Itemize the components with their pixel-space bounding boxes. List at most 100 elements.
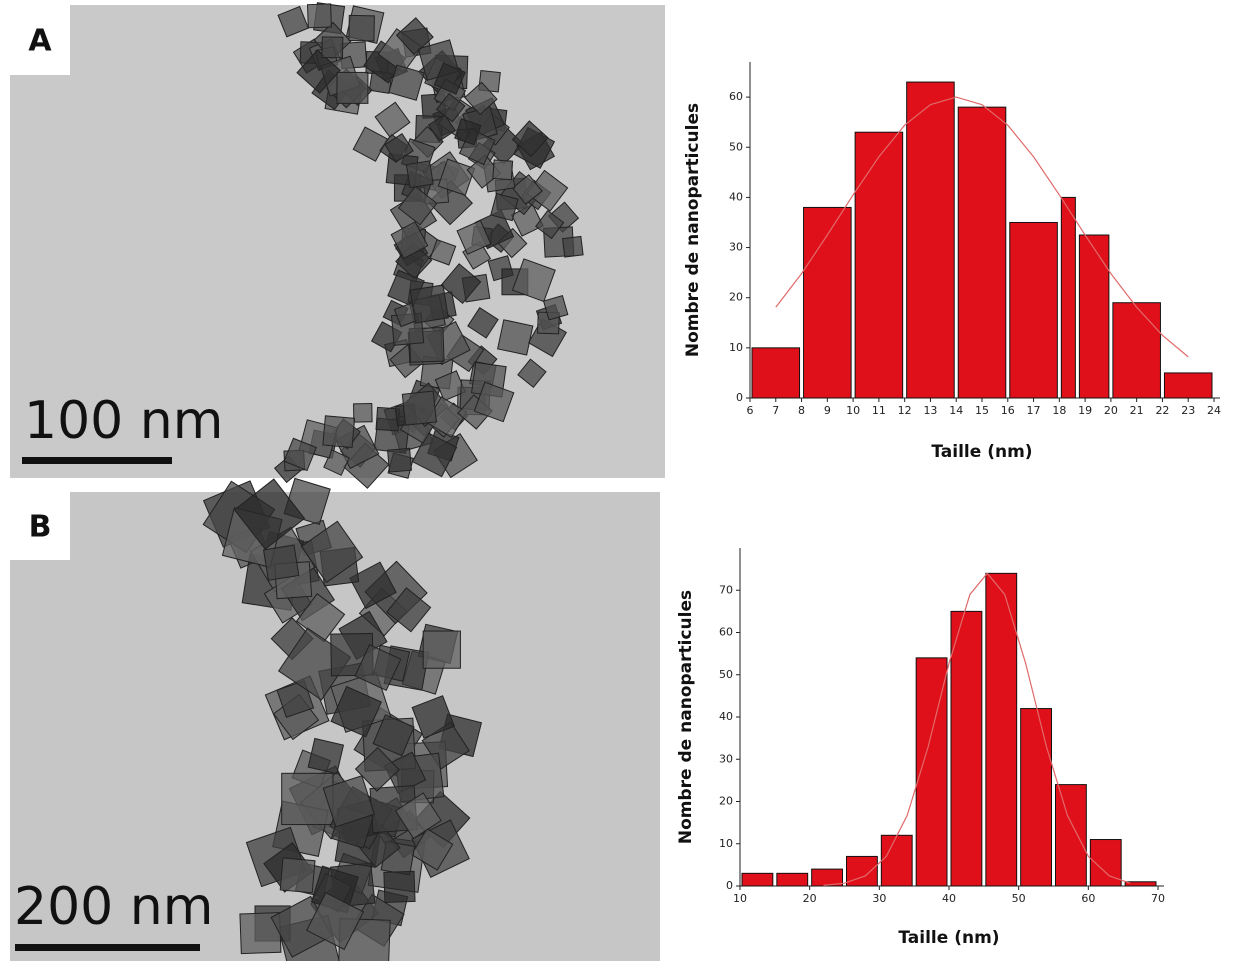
- particle: [322, 775, 375, 828]
- fit-curve: [823, 572, 1131, 886]
- x-tick-label: 10: [846, 404, 860, 417]
- particle: [354, 746, 400, 792]
- x-tick-label: 30: [872, 892, 886, 905]
- particle: [511, 258, 556, 303]
- y-tick-label: 10: [719, 837, 733, 850]
- particle: [466, 154, 501, 189]
- particle: [490, 192, 519, 222]
- particle: [429, 238, 457, 266]
- x-tick-label: 23: [1181, 404, 1195, 417]
- particle: [497, 319, 534, 356]
- particle: [383, 870, 416, 904]
- x-tick-label: 19: [1078, 404, 1092, 417]
- particle: [422, 630, 461, 669]
- particle: [467, 306, 499, 339]
- x-tick-label: 18: [1052, 404, 1066, 417]
- particle: [526, 169, 569, 212]
- y-tick-label: 50: [729, 140, 743, 153]
- x-tick-label: 21: [1130, 404, 1144, 417]
- y-tick-label: 30: [719, 752, 733, 765]
- y-tick-label: 0: [736, 391, 743, 404]
- y-tick-label: 30: [729, 241, 743, 254]
- particle: [384, 133, 414, 163]
- particle: [409, 284, 449, 324]
- particle: [348, 14, 375, 42]
- particle: [276, 680, 315, 718]
- bar: [1124, 881, 1157, 887]
- scale-bar-label: 200 nm: [14, 877, 213, 937]
- bar: [985, 572, 1018, 887]
- x-axis-label: Taille (nm): [931, 442, 1032, 462]
- particle: [427, 113, 456, 142]
- particle: [440, 263, 482, 305]
- particle: [542, 295, 569, 321]
- panel-label: A: [28, 24, 52, 59]
- particle: [349, 561, 397, 610]
- particle: [464, 81, 498, 116]
- particle: [353, 403, 373, 423]
- particle: [388, 64, 425, 101]
- x-tick-label: 70: [1151, 892, 1165, 905]
- x-tick-label: 16: [1001, 404, 1015, 417]
- particle: [394, 792, 442, 840]
- particle: [397, 185, 438, 226]
- x-tick-label: 6: [747, 404, 754, 417]
- x-tick-label: 14: [949, 404, 963, 417]
- particle: [300, 520, 364, 584]
- bar: [803, 206, 852, 399]
- particle: [511, 120, 549, 158]
- particle: [281, 772, 334, 826]
- particle: [307, 737, 345, 775]
- bar: [1163, 372, 1213, 399]
- particle: [435, 92, 466, 123]
- x-tick-label: 50: [1012, 892, 1026, 905]
- panel-label: B: [29, 510, 52, 545]
- x-tick-label: 22: [1155, 404, 1169, 417]
- bar: [854, 131, 904, 399]
- particle: [296, 49, 341, 94]
- particle: [437, 158, 476, 196]
- y-tick-label: 40: [719, 710, 733, 723]
- x-tick-label: 9: [824, 404, 831, 417]
- bar: [1020, 708, 1053, 887]
- x-axis-label: Taille (nm): [898, 928, 999, 948]
- y-tick-label: 10: [729, 341, 743, 354]
- x-tick-label: 20: [803, 892, 817, 905]
- particle: [561, 235, 584, 258]
- bar: [1112, 302, 1161, 399]
- bar: [846, 855, 878, 887]
- particle: [330, 685, 382, 738]
- x-tick-label: 20: [1104, 404, 1118, 417]
- particle: [411, 695, 455, 739]
- scale-bar: [22, 457, 172, 464]
- particles-a: [273, 2, 584, 489]
- bar: [811, 868, 844, 887]
- bar: [915, 657, 948, 887]
- particle: [306, 3, 332, 29]
- x-tick-label: 40: [942, 892, 956, 905]
- bar: [906, 81, 955, 399]
- particle: [387, 447, 413, 473]
- bar: [1078, 234, 1110, 399]
- bar: [880, 834, 913, 887]
- particle: [405, 160, 434, 189]
- bar: [1009, 221, 1058, 399]
- particle: [372, 714, 415, 757]
- particle: [473, 381, 515, 423]
- particle: [517, 358, 547, 389]
- y-tick-label: 20: [719, 795, 733, 808]
- bar: [1060, 196, 1076, 399]
- particle: [322, 415, 356, 449]
- particle: [374, 101, 411, 138]
- y-tick-label: 40: [729, 190, 743, 203]
- particle: [492, 159, 514, 181]
- x-tick-label: 11: [872, 404, 886, 417]
- x-tick-label: 60: [1081, 892, 1095, 905]
- bar: [776, 872, 809, 887]
- particle: [511, 174, 543, 205]
- label-box: [10, 5, 70, 75]
- particle: [410, 828, 454, 871]
- x-tick-label: 24: [1207, 404, 1221, 417]
- particle: [279, 857, 316, 894]
